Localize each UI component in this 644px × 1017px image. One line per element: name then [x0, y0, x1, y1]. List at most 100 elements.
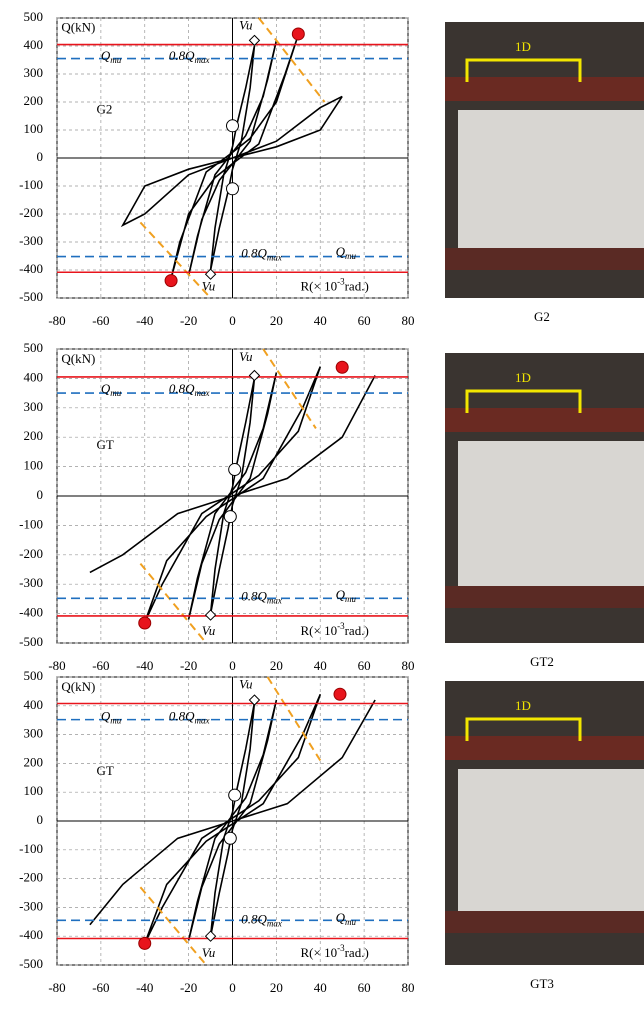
y-tick-label: 200 — [24, 754, 44, 769]
q08-label: 0.8Qmax — [241, 246, 282, 263]
vu-label: Vu — [239, 677, 253, 692]
photo-beam — [445, 586, 644, 608]
label-post: rad.) — [345, 278, 369, 293]
label-sub: mu — [110, 388, 121, 398]
photo-beam — [445, 248, 644, 270]
qmu-label: Qmu — [336, 244, 357, 261]
vu-point — [248, 369, 261, 382]
y-tick-label: -500 — [19, 289, 43, 304]
q08-label: 0.8Qmax — [241, 911, 282, 928]
y-tick-label: 400 — [24, 369, 44, 384]
y-tick-label: -500 — [19, 634, 43, 649]
q08-label: 0.8Qmax — [169, 708, 210, 725]
y-tick-label: -400 — [19, 261, 43, 276]
peak-point — [138, 616, 152, 630]
y-axis-label: Q(kN) — [61, 20, 95, 35]
peak-point — [138, 936, 152, 950]
vu-point — [204, 930, 217, 942]
vu-line — [139, 348, 317, 644]
x-axis-label: R(× 10-3rad.) — [301, 276, 369, 293]
y-axis-label: Q(kN) — [61, 351, 95, 366]
x-tick-label: -60 — [92, 313, 109, 328]
x-axis-label: R(× 10-3rad.) — [301, 621, 369, 638]
chart: -500-400-300-200-1000100200300400500-80-… — [19, 668, 644, 995]
y-tick-label: 300 — [24, 399, 44, 414]
specimen-label: GT — [96, 437, 113, 452]
q08-label: 0.8Qmax — [169, 381, 210, 398]
x-tick-label: -40 — [136, 980, 153, 995]
y-tick-label: 0 — [37, 149, 44, 164]
x-tick-label: -80 — [48, 980, 65, 995]
qmu-label: Qmu — [101, 708, 122, 725]
label-post: rad.) — [345, 945, 369, 960]
qmu-label: Qmu — [336, 910, 357, 927]
label-pre: R(× 10 — [301, 945, 338, 960]
label-base: Q — [101, 381, 111, 396]
qmu-label: Qmu — [336, 587, 357, 604]
y-tick-label: -100 — [19, 841, 43, 856]
y-tick-label: 300 — [24, 65, 44, 80]
label-base: 0.8Q — [241, 911, 267, 926]
x-tick-label: 80 — [402, 313, 415, 328]
label-base: 0.8Q — [169, 381, 195, 396]
label-sub: mu — [110, 55, 121, 65]
x-tick-label: 80 — [402, 658, 415, 673]
peak-point — [164, 274, 178, 288]
specimen-label: G2 — [96, 101, 112, 116]
y-tick-label: 200 — [24, 93, 44, 108]
x-tick-label: 0 — [229, 658, 236, 673]
x-tick-label: 80 — [402, 980, 415, 995]
label-sub: mu — [345, 917, 356, 927]
vu-point — [248, 694, 261, 706]
x-tick-label: 60 — [358, 313, 371, 328]
x-tick-label: 20 — [270, 658, 283, 673]
x-tick-label: 60 — [358, 658, 371, 673]
vu-label: Vu — [239, 17, 253, 32]
peak-point — [333, 687, 347, 701]
photo-bracket — [465, 58, 582, 82]
x-tick-label: -40 — [136, 313, 153, 328]
label-sup: -3 — [337, 276, 345, 286]
x-tick-label: 0 — [229, 980, 236, 995]
qmu-label: Qmu — [101, 381, 122, 398]
x-tick-label: -20 — [180, 313, 197, 328]
photo-bracket — [465, 389, 582, 413]
q08-label: 0.8Qmax — [169, 48, 210, 65]
q08-label: 0.8Qmax — [241, 588, 282, 605]
y-tick-label: 100 — [24, 783, 44, 798]
label-pre: R(× 10 — [301, 278, 338, 293]
label-base: Q — [336, 587, 346, 602]
x-tick-label: 0 — [229, 313, 236, 328]
y-tick-label: -200 — [19, 546, 43, 561]
label-post: rad.) — [345, 623, 369, 638]
x-tick-label: 20 — [270, 313, 283, 328]
photo-specimen — [458, 441, 644, 586]
marker — [223, 831, 237, 845]
y-tick-label: 400 — [24, 697, 44, 712]
y-tick-label: -100 — [19, 177, 43, 192]
peak-point — [291, 27, 305, 41]
y-tick-label: 100 — [24, 121, 44, 136]
label-sub: max — [267, 595, 282, 605]
y-tick-label: 500 — [24, 668, 44, 683]
photo-beam — [445, 911, 644, 933]
vu-label: Vu — [202, 623, 216, 638]
label-sub: max — [195, 715, 210, 725]
vu-point — [204, 268, 217, 280]
vu-label: Vu — [239, 349, 253, 364]
photo-specimen — [458, 769, 644, 911]
label-base: 0.8Q — [169, 708, 195, 723]
photo-caption: G2 — [534, 309, 550, 324]
vu-label: Vu — [202, 945, 216, 960]
label-pre: R(× 10 — [301, 623, 338, 638]
y-tick-label: -300 — [19, 575, 43, 590]
label-sub: max — [267, 918, 282, 928]
photo-beam — [445, 736, 644, 760]
label-sub: max — [195, 55, 210, 65]
y-tick-label: -400 — [19, 605, 43, 620]
y-tick-label: -400 — [19, 927, 43, 942]
x-tick-label: 20 — [270, 980, 283, 995]
y-tick-label: 400 — [24, 37, 44, 52]
marker — [223, 510, 237, 524]
